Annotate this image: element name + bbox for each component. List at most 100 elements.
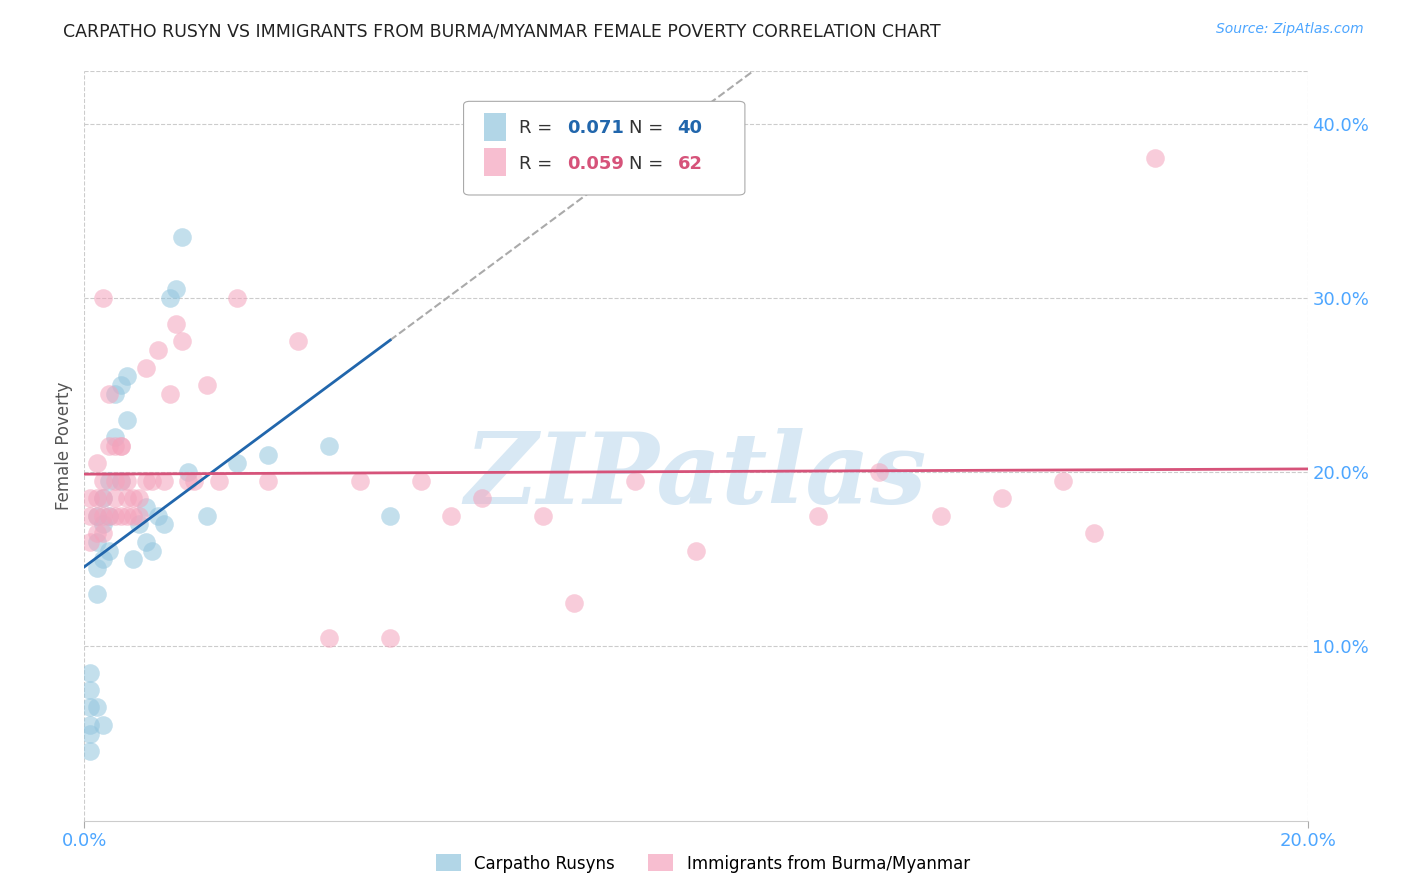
Point <box>195 508 218 523</box>
Point <box>91 552 114 566</box>
Point <box>929 508 952 523</box>
Point <box>104 439 127 453</box>
Point <box>159 291 181 305</box>
Text: R =: R = <box>519 119 558 136</box>
Point <box>79 726 101 740</box>
Point <box>86 526 108 541</box>
Point <box>104 430 127 444</box>
Point <box>128 508 150 523</box>
Point <box>135 534 157 549</box>
Point <box>86 534 108 549</box>
Point <box>177 474 200 488</box>
Point <box>409 474 432 488</box>
Point <box>471 491 494 506</box>
Point <box>165 282 187 296</box>
Point <box>153 517 176 532</box>
Point <box>177 465 200 479</box>
Point <box>110 474 132 488</box>
Point <box>79 508 101 523</box>
Bar <box>484 148 506 177</box>
Point <box>257 448 280 462</box>
Text: 40: 40 <box>678 119 703 136</box>
Point <box>1083 526 1105 541</box>
Point <box>110 439 132 453</box>
Point <box>349 474 371 488</box>
Point <box>318 631 340 645</box>
Point <box>380 508 402 523</box>
Bar <box>484 112 506 141</box>
Point <box>1052 474 1074 488</box>
Point <box>318 439 340 453</box>
Point <box>122 552 145 566</box>
Point <box>146 508 169 523</box>
Text: N =: N = <box>628 119 669 136</box>
Point <box>531 508 554 523</box>
Point <box>91 718 114 732</box>
Point <box>128 517 150 532</box>
Point <box>97 543 120 558</box>
Point <box>624 474 647 488</box>
Text: Source: ZipAtlas.com: Source: ZipAtlas.com <box>1216 22 1364 37</box>
Point <box>91 291 114 305</box>
Point <box>122 508 145 523</box>
Legend: Carpatho Rusyns, Immigrants from Burma/Myanmar: Carpatho Rusyns, Immigrants from Burma/M… <box>429 847 977 880</box>
Point <box>91 491 114 506</box>
Point <box>97 474 120 488</box>
Point <box>110 508 132 523</box>
Point <box>104 474 127 488</box>
Point <box>141 543 163 558</box>
Point <box>208 474 231 488</box>
Point <box>79 534 101 549</box>
Point <box>183 474 205 488</box>
Point <box>97 508 120 523</box>
Point <box>115 491 138 506</box>
Point <box>79 718 101 732</box>
Point <box>79 744 101 758</box>
Point <box>86 561 108 575</box>
Point <box>104 508 127 523</box>
Point <box>97 508 120 523</box>
Point <box>1143 152 1166 166</box>
Point <box>172 334 194 349</box>
Text: 62: 62 <box>678 154 703 172</box>
Point <box>440 508 463 523</box>
Point <box>104 386 127 401</box>
Point <box>122 491 145 506</box>
Point <box>257 474 280 488</box>
Point <box>159 386 181 401</box>
Point <box>79 665 101 680</box>
Point <box>115 474 138 488</box>
Point <box>115 413 138 427</box>
Point <box>115 369 138 384</box>
Point <box>86 587 108 601</box>
Point <box>562 596 585 610</box>
Point <box>226 457 249 471</box>
Point <box>115 508 138 523</box>
Point <box>135 360 157 375</box>
Text: 0.059: 0.059 <box>568 154 624 172</box>
Point <box>135 500 157 514</box>
Point <box>110 378 132 392</box>
Point <box>195 378 218 392</box>
FancyBboxPatch shape <box>464 102 745 195</box>
Point <box>110 439 132 453</box>
Text: N =: N = <box>628 154 669 172</box>
Point <box>91 491 114 506</box>
Point <box>685 543 707 558</box>
Point <box>86 491 108 506</box>
Point <box>91 508 114 523</box>
Point <box>165 317 187 331</box>
Text: ZIPatlas: ZIPatlas <box>465 428 927 524</box>
Point <box>86 457 108 471</box>
Point <box>807 508 830 523</box>
Point <box>135 474 157 488</box>
Point <box>141 474 163 488</box>
Point <box>991 491 1014 506</box>
Point <box>79 682 101 697</box>
Point <box>287 334 309 349</box>
Point <box>91 526 114 541</box>
Point <box>86 508 108 523</box>
Text: CARPATHO RUSYN VS IMMIGRANTS FROM BURMA/MYANMAR FEMALE POVERTY CORRELATION CHART: CARPATHO RUSYN VS IMMIGRANTS FROM BURMA/… <box>63 22 941 40</box>
Point <box>226 291 249 305</box>
Point <box>869 465 891 479</box>
